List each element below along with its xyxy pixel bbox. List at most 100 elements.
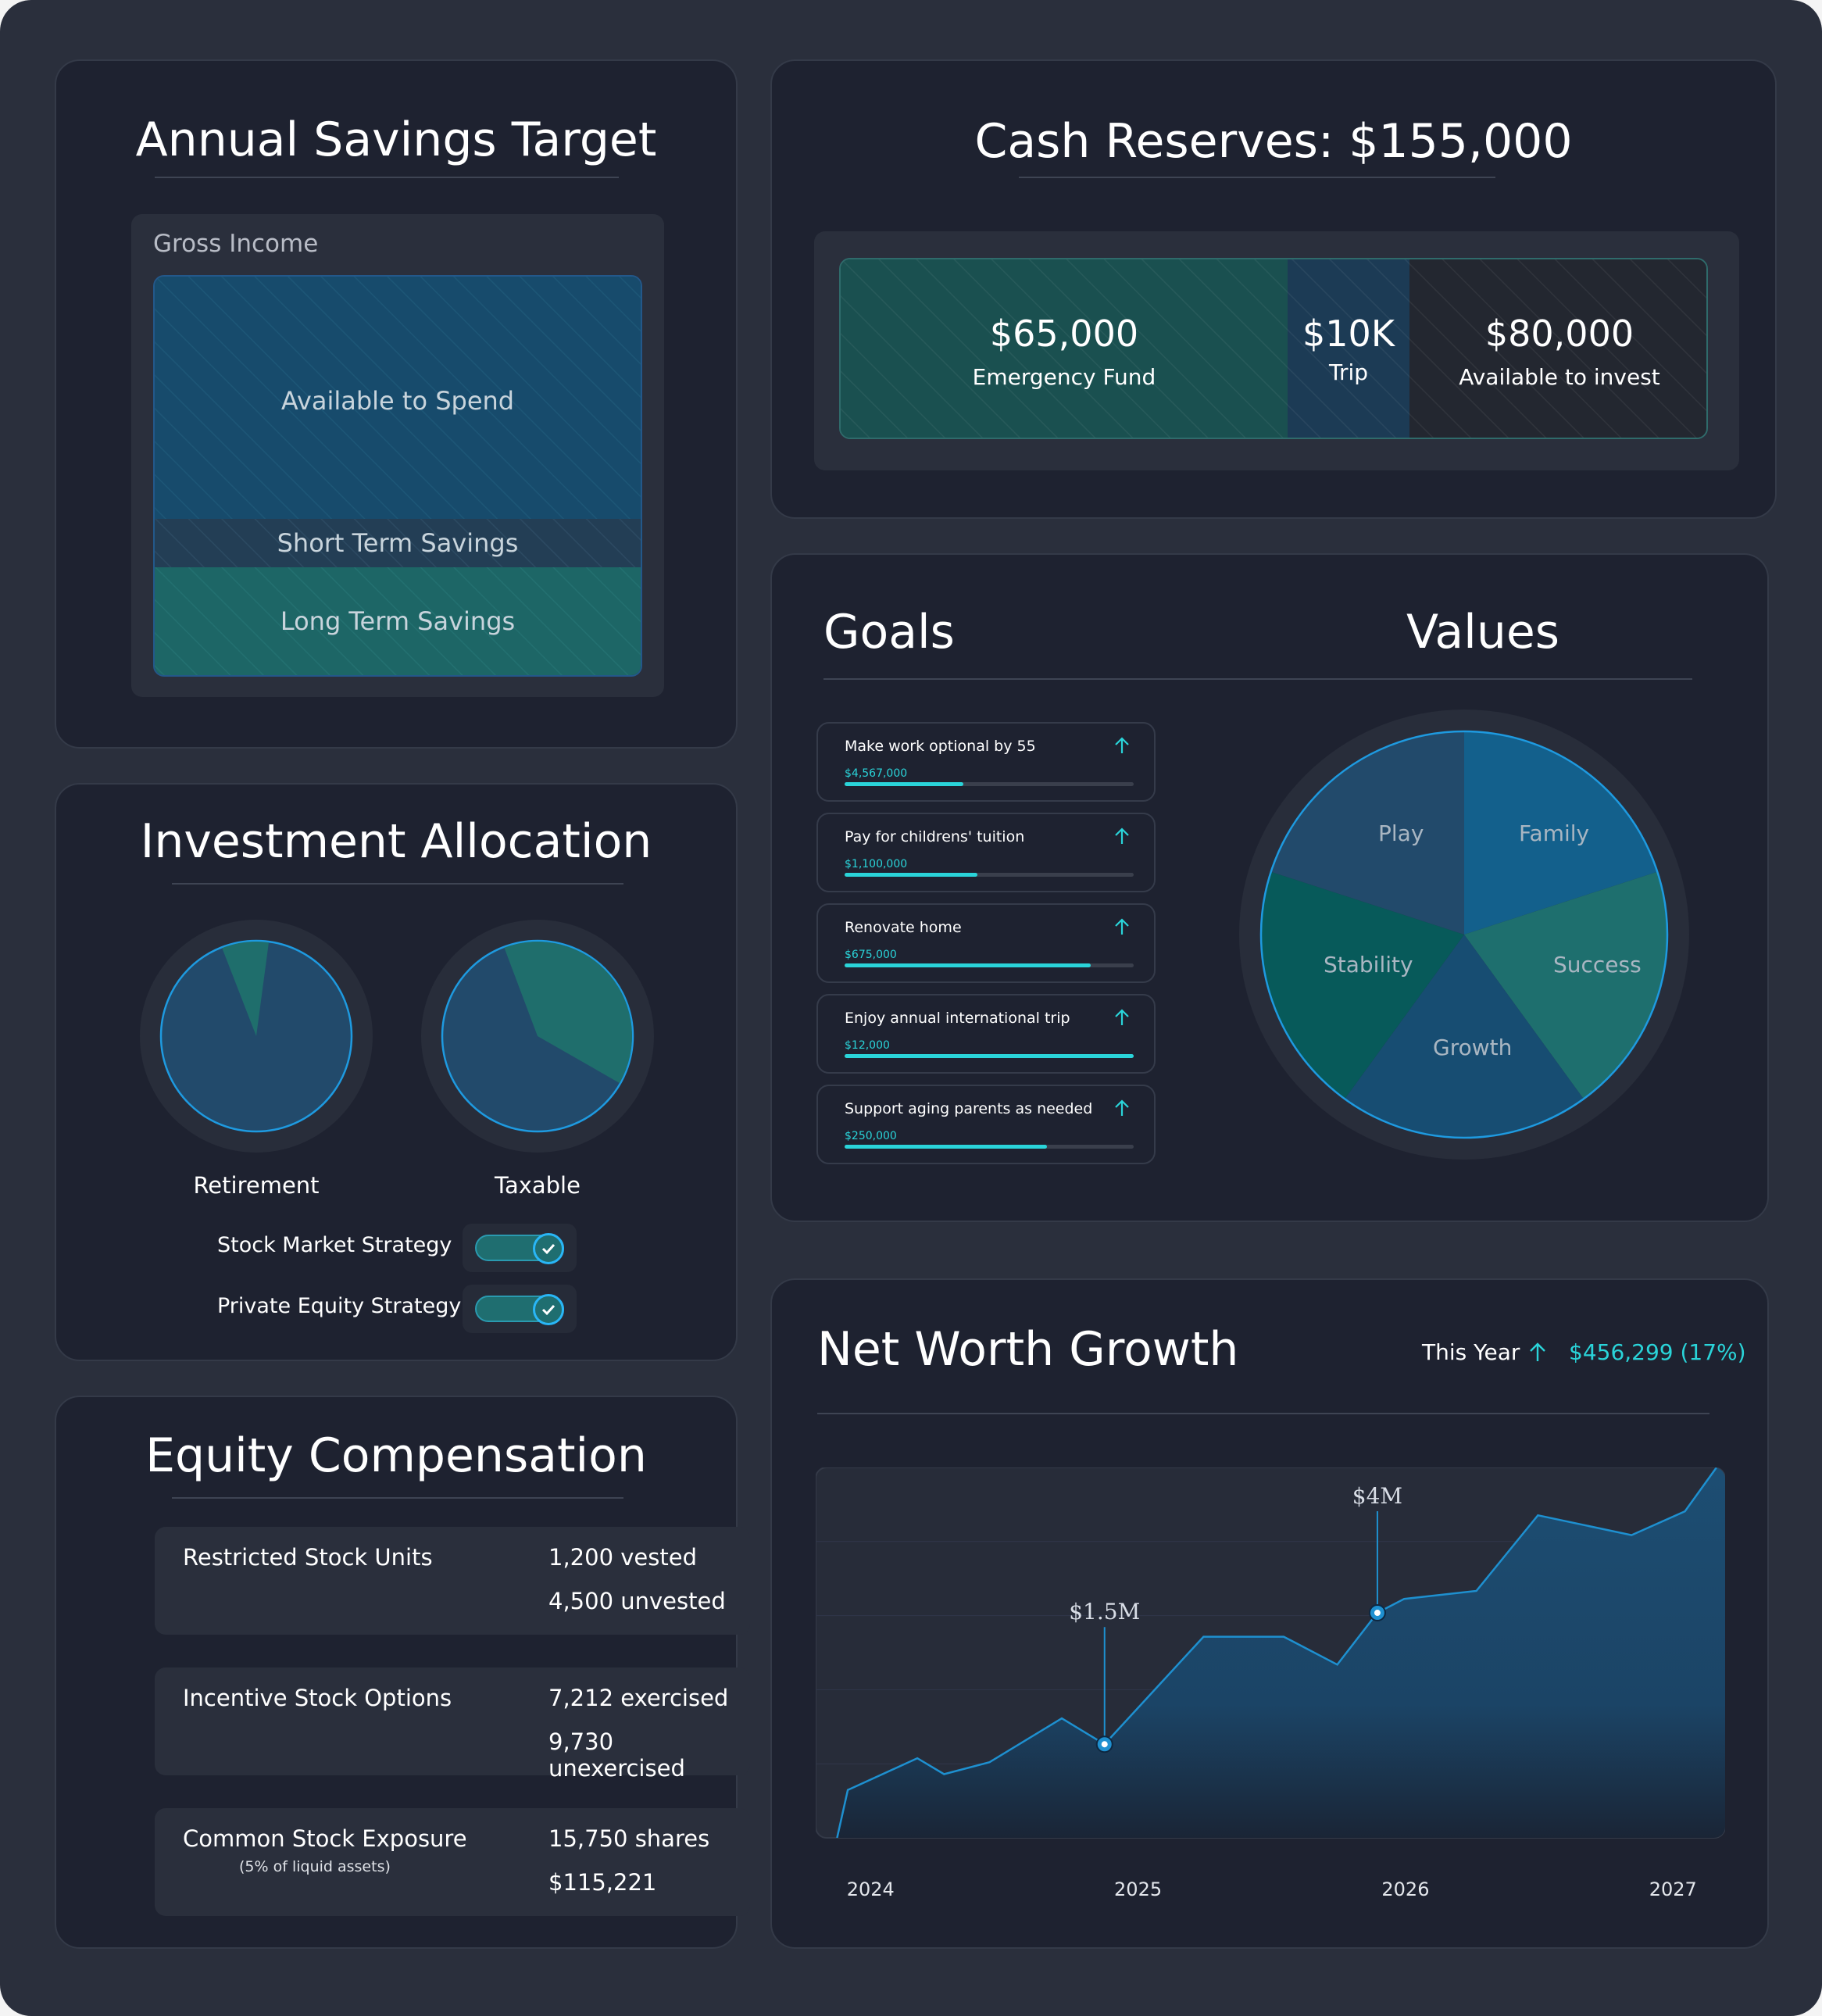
emergency-fund-label: Emergency Fund — [972, 364, 1156, 390]
gross-income-label: Gross Income — [153, 230, 319, 258]
goal-value: $250,000 — [845, 1130, 897, 1142]
equity-sublabel: (5% of liquid assets) — [239, 1858, 391, 1875]
goal-label: Support aging parents as needed — [845, 1100, 1093, 1117]
goal-item[interactable]: Enjoy annual international trip $12,000 — [816, 994, 1156, 1074]
goal-item[interactable]: Support aging parents as needed $250,000 — [816, 1085, 1156, 1164]
stock-market-strategy-label: Stock Market Strategy — [217, 1233, 452, 1257]
savings-card: Annual Savings Target Gross Income Avail… — [55, 59, 738, 749]
arrow-up-icon[interactable] — [1113, 827, 1131, 845]
hatch-pattern — [155, 519, 641, 567]
arrow-up-icon[interactable] — [1113, 1008, 1131, 1027]
goal-progress-track — [845, 963, 1134, 967]
net-worth-change: $456,299 (17%) — [1569, 1339, 1746, 1365]
net-worth-area — [837, 1467, 1725, 1838]
goal-item[interactable]: Make work optional by 55 $4,567,000 — [816, 722, 1156, 802]
cash-bar: $65,000 Emergency Fund $10K Trip $80,000… — [839, 258, 1708, 439]
values-slice-label-family: Family — [1519, 820, 1590, 846]
goal-value: $675,000 — [845, 949, 897, 961]
toggle-track — [475, 1294, 564, 1325]
taxable-teal-slice — [504, 942, 632, 1084]
check-icon — [533, 1294, 564, 1325]
available-to-invest-amount: $80,000 — [1484, 313, 1634, 355]
equity-row-common-stock: Common Stock Exposure (5% of liquid asse… — [155, 1808, 750, 1916]
savings-stack: Available to Spend Short Term Savings Lo… — [153, 275, 642, 677]
available-to-spend-block: Available to Spend — [155, 277, 641, 519]
goal-progress-fill — [845, 1054, 1134, 1058]
values-slice-family — [1464, 732, 1657, 935]
arrow-up-icon[interactable] — [1113, 1099, 1131, 1117]
divider — [172, 1497, 623, 1499]
trip-label: Trip — [1328, 359, 1369, 385]
x-tick-label: 2026 — [1381, 1878, 1430, 1900]
cash-bar-graphic — [841, 259, 1706, 438]
available-to-spend-label: Available to Spend — [280, 386, 515, 416]
divider — [823, 678, 1692, 680]
net-worth-chart: $1.5M $4M — [816, 1467, 1725, 1839]
x-tick-label: 2024 — [846, 1878, 895, 1900]
values-slice-play — [1271, 732, 1464, 935]
equity-value-secondary: 9,730 unexercised — [548, 1728, 685, 1782]
retirement-pie — [140, 920, 373, 1153]
stock-market-strategy-toggle[interactable] — [463, 1224, 577, 1272]
short-term-savings-label: Short Term Savings — [277, 528, 519, 558]
goal-label: Enjoy annual international trip — [845, 1010, 1070, 1027]
goal-label: Make work optional by 55 — [845, 738, 1036, 755]
available-to-invest-label: Available to invest — [1459, 364, 1660, 390]
divider — [817, 1413, 1709, 1414]
long-term-savings-label: Long Term Savings — [280, 606, 516, 636]
savings-breakdown: Gross Income Available to Spend Short Te… — [131, 214, 664, 697]
goal-progress-fill — [845, 873, 978, 877]
cash-bar-container: $65,000 Emergency Fund $10K Trip $80,000… — [814, 231, 1739, 470]
arrow-up-icon[interactable] — [1113, 736, 1131, 755]
toggle-track — [475, 1233, 564, 1264]
savings-title: Annual Savings Target — [135, 113, 657, 167]
arrow-up-icon — [1530, 1342, 1545, 1361]
goal-progress-track — [845, 873, 1134, 877]
x-tick-label: 2025 — [1114, 1878, 1163, 1900]
goal-item[interactable]: Renovate home $675,000 — [816, 903, 1156, 983]
equity-label: Common Stock Exposure — [183, 1825, 467, 1852]
private-equity-strategy-toggle[interactable] — [463, 1285, 577, 1333]
investment-allocation-card: Investment Allocation Retirement Taxable… — [55, 783, 738, 1361]
annotation-label: $1.5M — [1069, 1599, 1140, 1625]
values-slice-success — [1464, 871, 1667, 1099]
emergency-fund-amount: $65,000 — [989, 313, 1139, 355]
net-worth-line — [836, 1467, 1725, 1838]
divider — [155, 177, 619, 178]
arrow-up-icon[interactable] — [1113, 917, 1131, 936]
values-slice-label-success: Success — [1553, 952, 1642, 978]
trip-segment: $10K Trip — [1288, 259, 1409, 438]
annotation-marker-center — [1374, 1610, 1381, 1617]
taxable-pie — [421, 920, 654, 1153]
cash-reserves-title: Cash Reserves: $155,000 — [974, 114, 1573, 169]
available-to-invest-segment: $80,000 Available to invest — [1409, 259, 1706, 438]
divider — [172, 883, 623, 885]
hatch-pattern — [155, 277, 641, 519]
goal-value: $4,567,000 — [845, 767, 908, 780]
goals-title: Goals — [823, 605, 955, 659]
values-slice-label-stability: Stability — [1324, 952, 1413, 978]
goal-label: Pay for childrens' tuition — [845, 828, 1025, 845]
equity-compensation-title: Equity Compensation — [145, 1428, 647, 1483]
equity-value-primary: 1,200 vested — [548, 1544, 697, 1571]
annotation-label: $4M — [1352, 1483, 1402, 1509]
values-title: Values — [1406, 605, 1560, 659]
private-equity-strategy-label: Private Equity Strategy — [217, 1294, 462, 1318]
net-worth-card: Net Worth Growth This Year $456,299 (17%… — [770, 1278, 1769, 1949]
values-pie — [1239, 710, 1689, 1160]
annotation-marker-center — [1101, 1741, 1108, 1748]
goal-item[interactable]: Pay for childrens' tuition $1,100,000 — [816, 813, 1156, 892]
short-term-savings-block: Short Term Savings — [155, 519, 641, 567]
goal-progress-track — [845, 782, 1134, 786]
goal-value: $12,000 — [845, 1039, 890, 1052]
goal-progress-fill — [845, 963, 1091, 967]
goal-label: Renovate home — [845, 919, 962, 936]
goal-progress-track — [845, 1145, 1134, 1149]
taxable-label: Taxable — [495, 1172, 581, 1199]
equity-label: Restricted Stock Units — [183, 1544, 433, 1571]
equity-value-primary: 7,212 exercised — [548, 1685, 729, 1711]
emergency-fund-segment: $65,000 Emergency Fund — [841, 259, 1288, 438]
equity-value-primary: 15,750 shares — [548, 1825, 710, 1852]
equity-row-rsu: Restricted Stock Units 1,200 vested 4,50… — [155, 1527, 750, 1635]
